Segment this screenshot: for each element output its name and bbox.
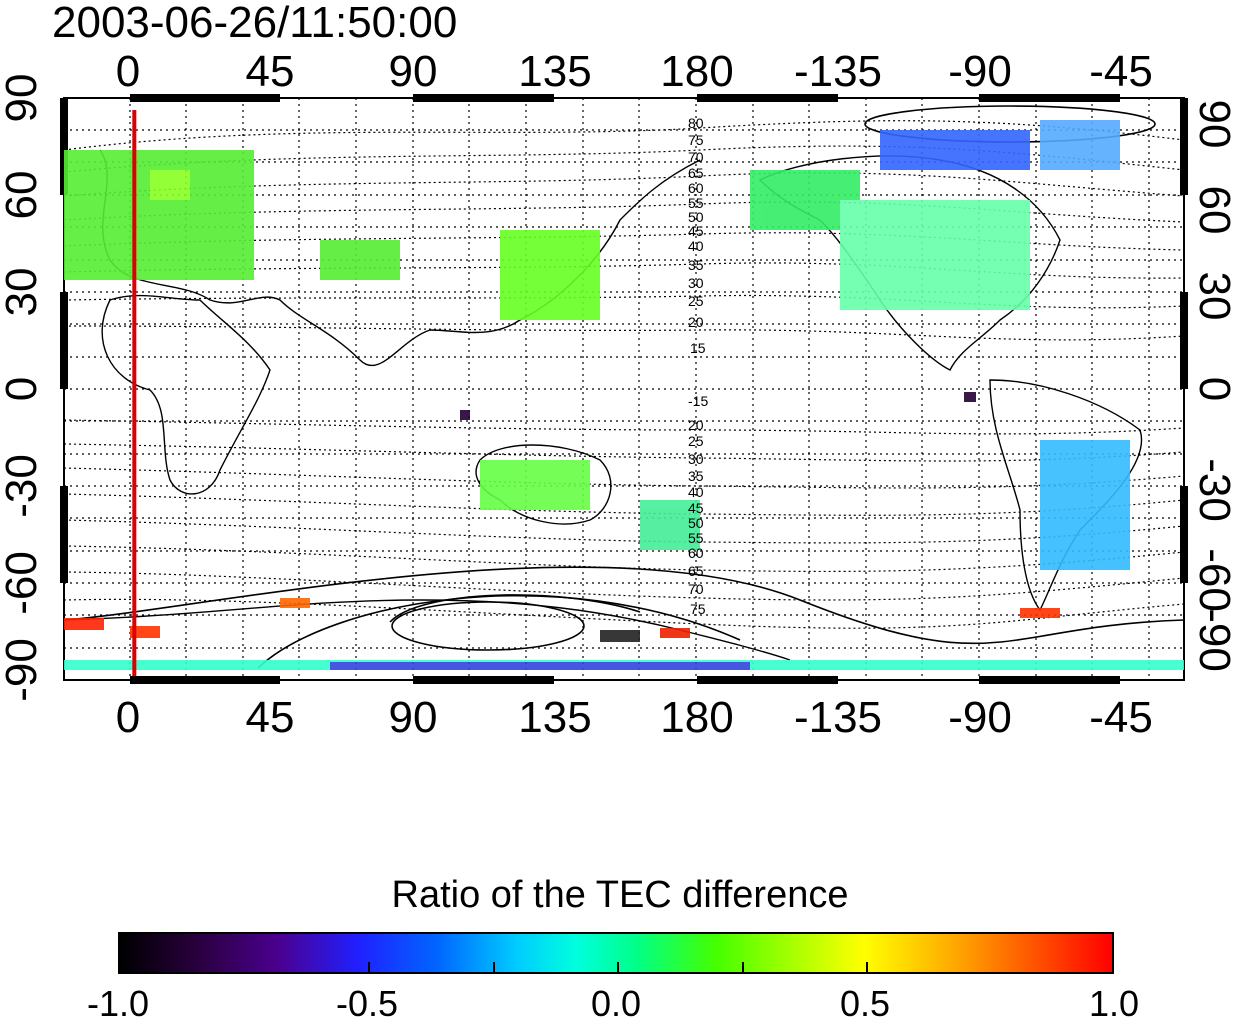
svg-text:55: 55 — [688, 195, 704, 211]
frame-bars-top — [130, 94, 1120, 102]
colorbar-tick — [368, 962, 370, 972]
colorbar-label: 0.5 — [839, 983, 891, 1024]
frame-bars-sides — [60, 98, 1188, 583]
svg-text:180: 180 — [660, 47, 733, 96]
svg-text:80: 80 — [688, 115, 704, 131]
bottom-longitude-labels: 0 45 90 135 180 -135 -90 -45 — [116, 693, 1153, 742]
colorbar-label: -0.5 — [335, 983, 399, 1024]
svg-text:60: 60 — [688, 180, 704, 196]
svg-text:-30: -30 — [0, 454, 46, 518]
svg-text:30: 30 — [688, 451, 704, 467]
svg-text:-135: -135 — [794, 693, 882, 742]
svg-text:0: 0 — [116, 693, 140, 742]
svg-text:65: 65 — [688, 563, 704, 579]
svg-text:-30: -30 — [1190, 458, 1239, 522]
south-contour-labels: -15 20 25 30 35 40 45 50 55 60 65 70 75 — [688, 393, 708, 617]
svg-text:-45: -45 — [1089, 693, 1153, 742]
svg-text:40: 40 — [688, 238, 704, 254]
colorbar-label-zero: 0.0 — [590, 983, 642, 1024]
svg-text:-60: -60 — [0, 551, 46, 615]
frame-bars-bottom — [130, 676, 1120, 684]
svg-text:30: 30 — [688, 275, 704, 291]
svg-text:25: 25 — [688, 293, 704, 309]
tec-data-patches — [64, 120, 1184, 670]
right-latitude-labels: 90 60 30 0 -30 -60 -90 — [1190, 100, 1239, 672]
north-contour-labels: 80 75 70 65 60 55 50 45 40 35 30 25 20 1… — [688, 115, 706, 356]
svg-text:30: 30 — [1190, 272, 1239, 321]
colorbar-label-max: 1.0 — [1088, 983, 1140, 1024]
svg-text:20: 20 — [688, 417, 704, 433]
svg-text:45: 45 — [246, 693, 295, 742]
svg-text:-90: -90 — [0, 638, 46, 702]
svg-text:55: 55 — [688, 530, 704, 546]
svg-text:-90: -90 — [1190, 608, 1239, 672]
svg-text:90: 90 — [1190, 100, 1239, 149]
svg-text:60: 60 — [688, 545, 704, 561]
svg-text:60: 60 — [0, 171, 46, 220]
svg-text:-135: -135 — [794, 47, 882, 96]
svg-text:60: 60 — [1190, 186, 1239, 235]
svg-text:15: 15 — [690, 340, 706, 356]
svg-text:135: 135 — [518, 47, 591, 96]
svg-text:45: 45 — [688, 223, 704, 239]
svg-text:90: 90 — [0, 74, 46, 123]
svg-text:-60: -60 — [1190, 548, 1239, 612]
svg-text:65: 65 — [688, 165, 704, 181]
svg-text:40: 40 — [688, 484, 704, 500]
colorbar-label-min: -1.0 — [86, 983, 150, 1024]
svg-text:75: 75 — [690, 601, 706, 617]
svg-text:70: 70 — [688, 149, 704, 165]
tec-map: 80 75 70 65 60 55 50 45 40 35 30 25 20 1… — [0, 47, 1239, 742]
svg-text:45: 45 — [688, 500, 704, 516]
svg-text:180: 180 — [660, 693, 733, 742]
svg-text:50: 50 — [688, 515, 704, 531]
svg-text:90: 90 — [389, 693, 438, 742]
colorbar-tick — [617, 962, 619, 972]
colorbar-title: Ratio of the TEC difference — [391, 874, 849, 916]
svg-text:0: 0 — [1190, 377, 1239, 401]
colorbar-tick — [866, 962, 868, 972]
colorbar-tick — [493, 962, 495, 972]
top-longitude-labels: 0 45 90 135 180 -135 -90 -45 — [116, 47, 1153, 96]
svg-text:25: 25 — [688, 433, 704, 449]
svg-text:-15: -15 — [688, 393, 708, 409]
colorbar-tick — [742, 962, 744, 972]
svg-text:35: 35 — [688, 257, 704, 273]
svg-text:0: 0 — [0, 377, 46, 401]
svg-text:-90: -90 — [948, 47, 1012, 96]
svg-text:0: 0 — [116, 47, 140, 96]
svg-text:20: 20 — [688, 314, 704, 330]
svg-text:45: 45 — [246, 47, 295, 96]
svg-text:35: 35 — [688, 468, 704, 484]
svg-text:-90: -90 — [948, 693, 1012, 742]
colorbar — [118, 932, 1114, 974]
svg-text:70: 70 — [688, 581, 704, 597]
svg-text:-45: -45 — [1089, 47, 1153, 96]
svg-text:50: 50 — [688, 209, 704, 225]
svg-text:90: 90 — [389, 47, 438, 96]
svg-text:30: 30 — [0, 268, 46, 317]
left-latitude-labels: 90 60 30 0 -30 -60 -90 — [0, 74, 46, 702]
map-title: 2003-06-26/11:50:00 — [52, 0, 458, 47]
svg-text:135: 135 — [518, 693, 591, 742]
svg-text:75: 75 — [688, 132, 704, 148]
